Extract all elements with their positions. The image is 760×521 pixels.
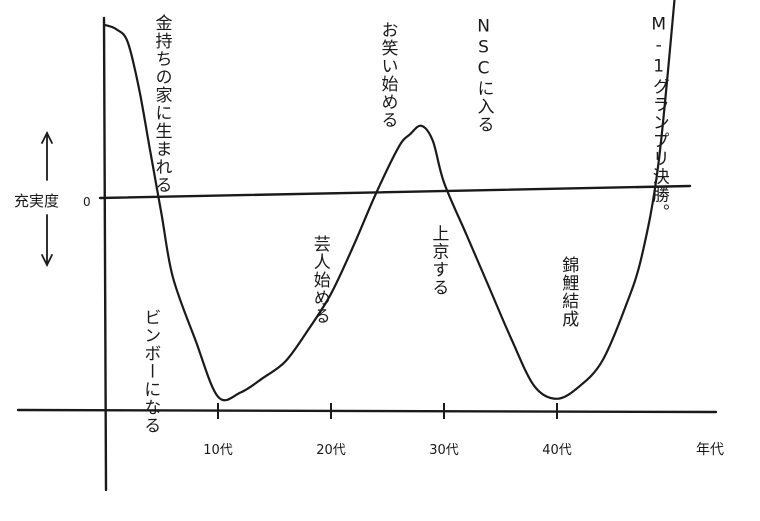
- x-tick-label: 10代: [203, 443, 233, 458]
- y-range-arrow: [41, 130, 53, 268]
- annotation-label: 金持ちの家に生まれる: [152, 14, 173, 194]
- annotation-label: ビンボーになる: [140, 308, 160, 434]
- annotation-label: M-1グランプリ決勝。: [649, 15, 670, 222]
- annotation-label: お笑い始める: [378, 21, 399, 129]
- annotation-label: NSCに入る: [474, 17, 495, 134]
- life-curve: [103, 0, 676, 402]
- x-axis-label: 年代: [696, 442, 724, 458]
- annotation-label: 錦鯉結成: [558, 256, 579, 328]
- y-axis-zero: 0: [83, 195, 91, 209]
- annotation-label: 芸人始める: [310, 235, 331, 325]
- x-tick-label: 40代: [542, 443, 572, 458]
- x-ticks: 10代 20代 30代 40代: [203, 403, 572, 458]
- x-tick-label: 20代: [316, 443, 346, 458]
- y-axis: [102, 16, 108, 492]
- x-tick-label: 30代: [429, 443, 459, 458]
- threshold-line: [98, 184, 692, 200]
- y-axis-label: 充実度: [14, 192, 59, 210]
- y-axis-label-group: 充実度 0: [14, 192, 91, 210]
- annotation-label: 上京する: [428, 224, 449, 296]
- x-axis: [16, 408, 718, 414]
